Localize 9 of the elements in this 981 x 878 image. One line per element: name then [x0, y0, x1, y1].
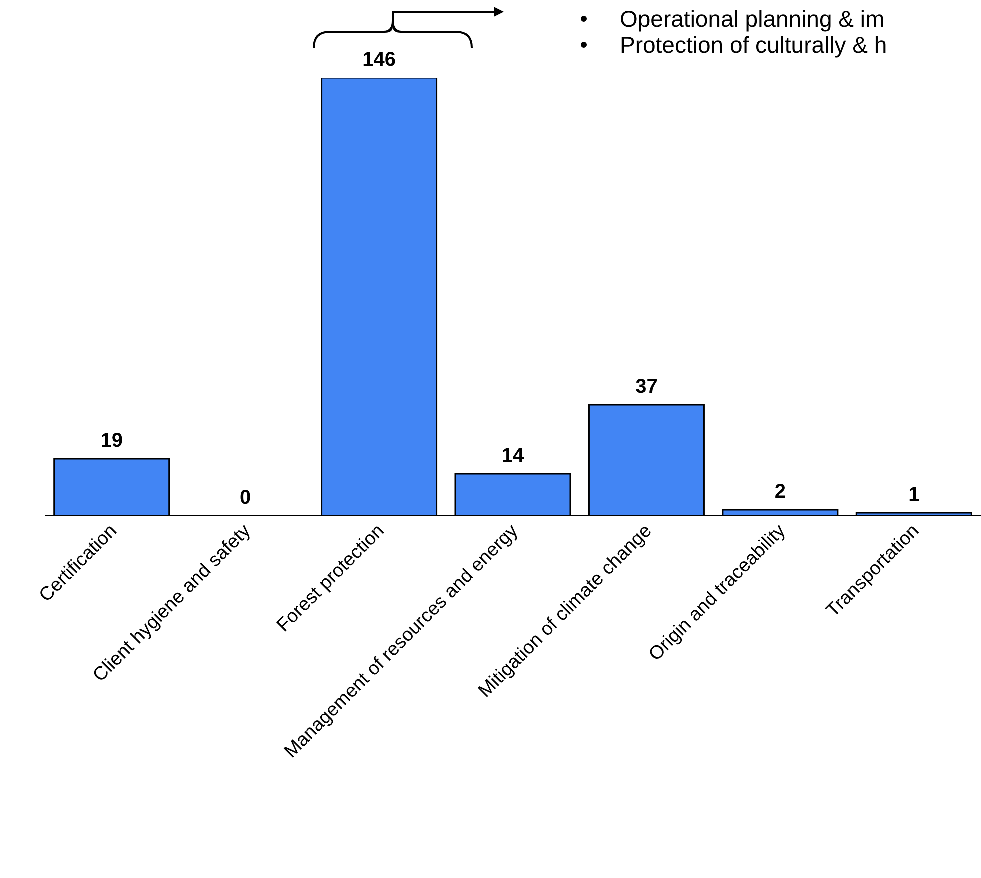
data-label: 14 [502, 445, 525, 467]
data-label: 37 [636, 376, 658, 398]
data-label: 19 [100, 430, 123, 452]
data-label: 1 [908, 484, 920, 506]
text: Protection of culturally & h [620, 32, 888, 59]
data-label: 0 [240, 486, 252, 509]
text: Operational planning & im [620, 5, 885, 33]
data-label: 2 [774, 481, 786, 503]
data-label: 146 [362, 49, 396, 71]
